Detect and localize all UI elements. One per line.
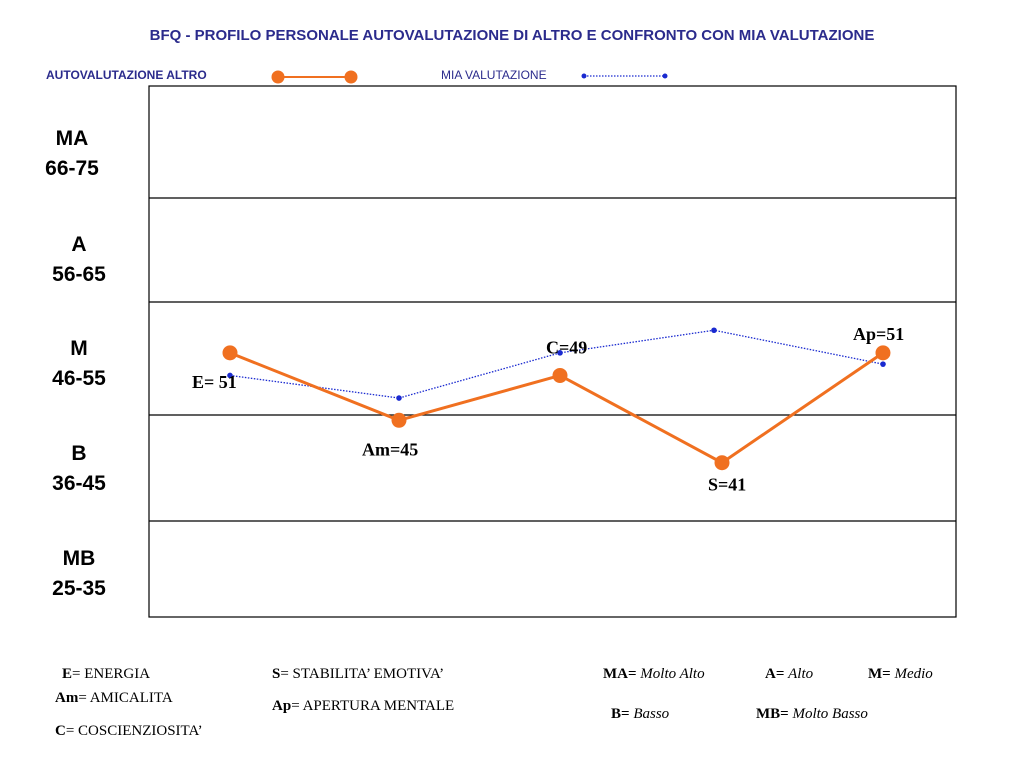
- band-code: MB: [62, 547, 96, 570]
- series-altro-point: [875, 345, 891, 361]
- footer-apertura: Ap= APERTURA MENTALE: [272, 698, 455, 714]
- legend-mia-marker: [581, 73, 587, 79]
- band-code: M: [70, 337, 88, 360]
- footer-molto-basso: MB= Molto Basso: [756, 706, 868, 722]
- series-mia-point: [880, 361, 886, 367]
- series-altro-point: [222, 345, 238, 361]
- data-label: C=49: [546, 337, 587, 357]
- band-range: 36-45: [52, 472, 106, 495]
- chart-title: BFQ - PROFILO PERSONALE AUTOVALUTAZIONE …: [149, 27, 875, 44]
- data-label: E= 51: [192, 372, 237, 392]
- footer-stabilita: S= STABILITA’ EMOTIVA’: [272, 666, 445, 682]
- data-label: S=41: [708, 475, 746, 495]
- band-range: 25-35: [52, 577, 106, 600]
- series-mia-point: [557, 350, 563, 356]
- series-altro-point: [391, 412, 407, 428]
- series-mia-point: [396, 395, 402, 401]
- data-label: Am=45: [362, 439, 418, 459]
- legend-altro-marker: [271, 70, 285, 84]
- legend-altro-marker: [344, 70, 358, 84]
- band-code: A: [71, 233, 87, 256]
- series-altro-point: [552, 367, 568, 383]
- band-label-b: B 36-45: [37, 439, 121, 499]
- band-range: 46-55: [52, 367, 106, 390]
- footer-molto-alto: MA= Molto Alto: [603, 666, 705, 682]
- legend-mia-label: MIA VALUTAZIONE: [441, 68, 547, 82]
- footer-amicalita: Am= AMICALITA: [55, 690, 173, 706]
- series-mia-point: [711, 327, 717, 334]
- band-label-a: A 56-65: [37, 230, 121, 290]
- band-label-ma: MA 66-75: [30, 124, 114, 184]
- band-code: MA: [55, 127, 89, 150]
- band-range: 56-65: [52, 263, 106, 286]
- footer-medio: M= Medio: [868, 666, 933, 682]
- data-label: Ap=51: [853, 324, 904, 344]
- band-label-m: M 46-55: [37, 334, 121, 394]
- series-mia-point: [227, 372, 233, 379]
- band-range: 66-75: [45, 157, 99, 180]
- band-code: B: [71, 442, 87, 465]
- footer-energia: E= ENERGIA: [62, 666, 151, 682]
- footer-coscienziosita: C= COSCIENZIOSITA’: [55, 723, 203, 739]
- plot-frame: [148, 85, 957, 618]
- band-label-mb: MB 25-35: [37, 544, 121, 604]
- legend-altro-label: AUTOVALUTAZIONE ALTRO: [46, 68, 207, 82]
- series-altro-point: [714, 455, 730, 471]
- footer-basso: B= Basso: [611, 706, 670, 722]
- footer-alto: A= Alto: [765, 666, 814, 682]
- legend-mia-marker: [662, 73, 668, 79]
